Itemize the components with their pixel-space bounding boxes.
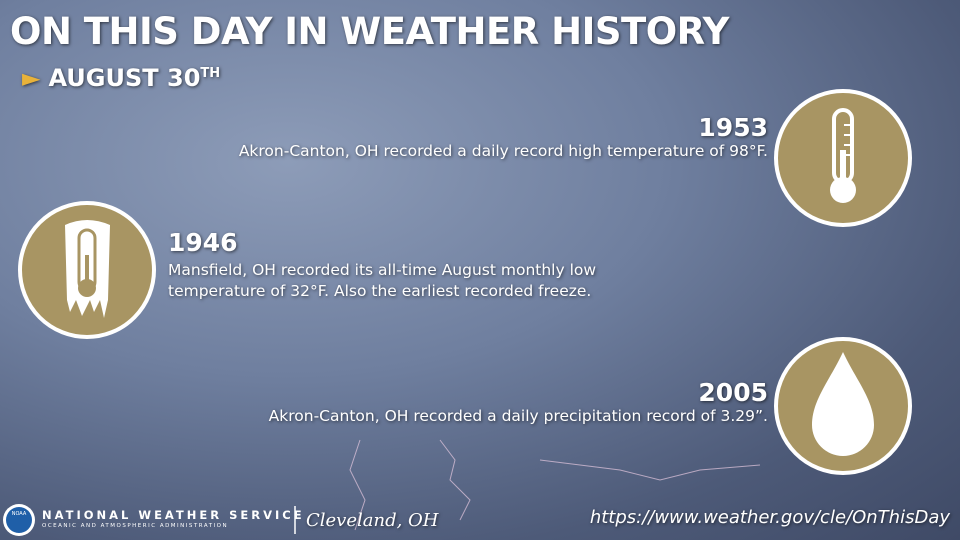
date: ► AUGUST 30TH (22, 64, 221, 92)
lightning (349, 439, 761, 531)
logo-text: NOAA (12, 511, 27, 517)
agency: NATIONAL WEATHER SERVICE (42, 508, 305, 522)
date-text: AUGUST 30 (48, 64, 201, 92)
date-suffix: TH (200, 66, 221, 81)
thermometer-icon (774, 89, 912, 227)
event-year: 2005 (698, 378, 768, 407)
event-text: Akron-Canton, OH recorded a daily precip… (268, 407, 768, 425)
event-year: 1946 (168, 228, 238, 257)
frozen-thermometer-icon (18, 201, 156, 339)
raindrop-icon (774, 337, 912, 475)
noaa-logo: NOAA (3, 504, 35, 536)
event-year: 1953 (698, 113, 768, 142)
url: https://www.weather.gov/cle/OnThisDay (589, 507, 950, 528)
title: ON THIS DAY IN WEATHER HISTORY (10, 10, 729, 53)
parent-agency: OCEANIC AND ATMOSPHERIC ADMINISTRATION (42, 523, 229, 529)
event-text: Mansfield, OH recorded its all-time Augu… (168, 261, 597, 300)
event-text: Akron-Canton, OH recorded a daily record… (238, 142, 768, 160)
office: Cleveland, OH (306, 510, 439, 531)
